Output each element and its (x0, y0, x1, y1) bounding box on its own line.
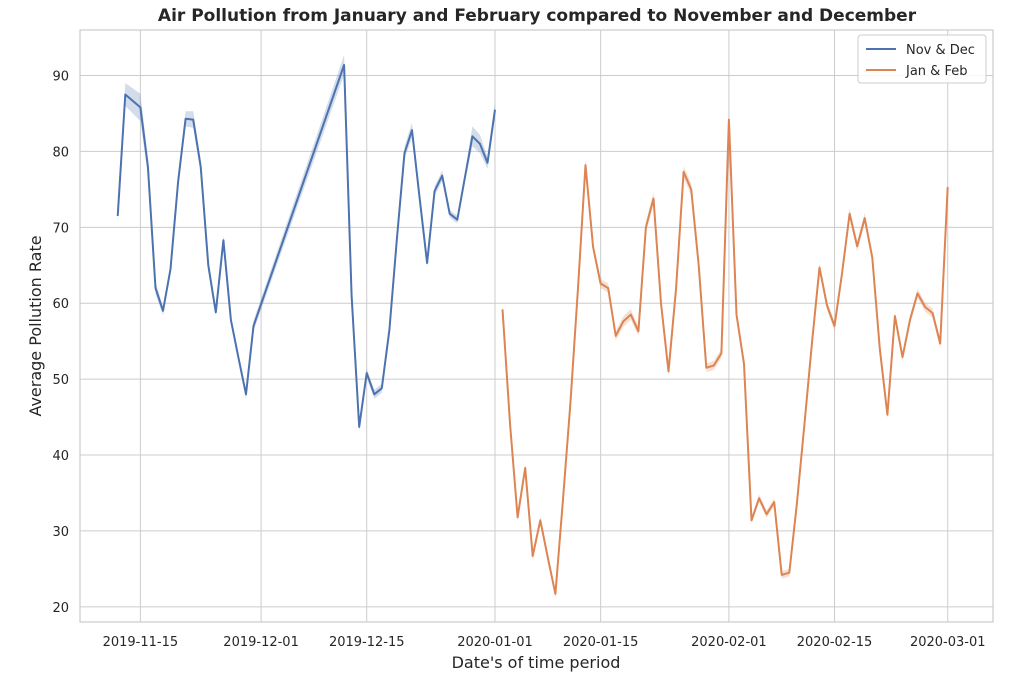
y-tick-label: 70 (52, 221, 69, 236)
x-tick-label: 2020-02-15 (797, 635, 873, 650)
legend: Nov & Dec Jan & Feb (857, 34, 987, 84)
x-tick-label: 2019-12-01 (223, 635, 299, 650)
y-axis-ticks: 20 30 40 50 60 70 80 90 (52, 70, 69, 616)
x-tick-label: 2020-02-01 (691, 635, 767, 650)
series-nov-dec (116, 55, 496, 432)
legend-label-jan-feb: Jan & Feb (905, 64, 967, 79)
x-tick-label: 2019-11-15 (103, 635, 179, 650)
x-axis-ticks: 2019-11-15 2019-12-01 2019-12-15 2020-01-01… (103, 635, 986, 650)
y-tick-label: 20 (52, 601, 69, 616)
plot-area (79, 29, 994, 623)
y-tick-label: 50 (52, 373, 69, 388)
y-tick-label: 60 (52, 297, 69, 312)
y-tick-label: 40 (52, 449, 69, 464)
chart-title: Air Pollution from January and February … (158, 6, 917, 26)
y-axis-label: Average Pollution Rate (26, 235, 45, 416)
x-tick-label: 2020-03-01 (910, 635, 986, 650)
grid-lines (80, 30, 993, 622)
y-tick-label: 30 (52, 525, 69, 540)
x-axis-label: Date's of time period (452, 653, 621, 672)
series-jan-feb (501, 112, 949, 598)
x-tick-label: 2019-12-15 (329, 635, 405, 650)
y-tick-label: 80 (52, 145, 69, 160)
series-line-nov-dec (116, 63, 496, 428)
series-layer (116, 55, 949, 598)
series-line-jan-feb (501, 118, 949, 595)
y-tick-label: 90 (52, 70, 69, 85)
legend-label-nov-dec: Nov & Dec (906, 43, 975, 58)
x-tick-label: 2020-01-01 (457, 635, 533, 650)
x-tick-label: 2020-01-15 (563, 635, 639, 650)
